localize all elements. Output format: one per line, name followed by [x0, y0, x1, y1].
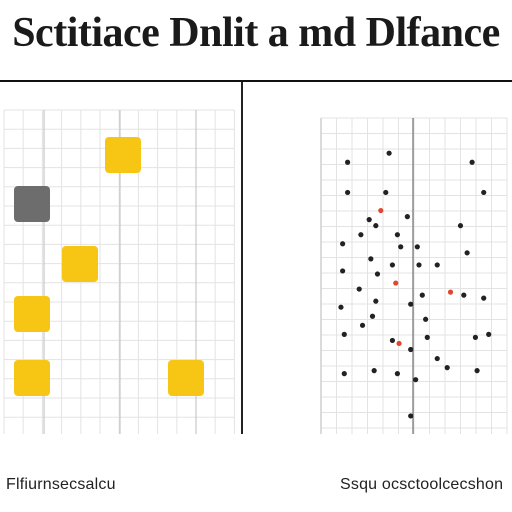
- scatter-point: [434, 355, 440, 362]
- scatter-point: [340, 241, 346, 247]
- scatter-point: [389, 262, 396, 268]
- scatter-point: [338, 304, 344, 310]
- scatter-point: [373, 223, 379, 229]
- highlight-point: [396, 340, 402, 347]
- scatter-point: [358, 232, 364, 238]
- scatter-point: [408, 346, 414, 353]
- scatter-point: [369, 313, 376, 319]
- scatter-point: [345, 189, 351, 196]
- left-caption: Flfiurnsecsalcu: [6, 476, 116, 493]
- scatter-point: [386, 150, 392, 156]
- scatter-point: [419, 292, 425, 298]
- scatter-point: [434, 262, 440, 268]
- yellow-square: [14, 360, 50, 396]
- scatter-point: [359, 322, 366, 328]
- grid-panel: [0, 82, 241, 434]
- scatter-point: [389, 337, 396, 344]
- scatter-point: [374, 271, 381, 277]
- scatter-point: [408, 413, 414, 419]
- gray-square: [14, 186, 50, 222]
- scatter-point: [481, 189, 487, 196]
- panel-divider: [241, 82, 243, 434]
- scatter-point: [398, 244, 404, 250]
- scatter-point: [404, 214, 410, 220]
- scatter-point: [366, 217, 372, 223]
- scatter-point: [481, 295, 487, 301]
- scatter-point: [341, 371, 347, 377]
- scatter-panel-svg: [320, 117, 508, 434]
- scatter-point: [408, 301, 414, 307]
- yellow-square: [105, 137, 141, 173]
- scatter-point: [464, 250, 470, 256]
- scatter-panel: [243, 82, 512, 434]
- right-caption: Ssqu ocsctoolcecshon: [340, 476, 504, 493]
- yellow-square: [62, 246, 98, 282]
- scatter-point: [371, 368, 377, 374]
- highlight-point: [378, 207, 384, 214]
- scatter-point: [394, 232, 400, 238]
- scatter-point: [486, 331, 492, 337]
- scatter-point: [414, 244, 420, 250]
- scatter-point: [383, 189, 389, 196]
- scatter-point: [413, 377, 419, 383]
- grid-panel-svg: [3, 109, 235, 434]
- scatter-point: [424, 334, 430, 340]
- scatter-point: [356, 286, 362, 292]
- header-divider: [0, 80, 512, 82]
- scatter-point: [416, 262, 422, 268]
- scatter-grid: [320, 117, 508, 434]
- scatter-point: [373, 298, 379, 304]
- page-title: Sctitiace Dnlit a md Dlfance: [12, 10, 500, 56]
- scatter-point: [345, 159, 351, 165]
- scatter-point: [472, 334, 479, 340]
- scatter-point: [368, 256, 374, 262]
- scatter-point: [461, 292, 467, 298]
- yellow-square: [14, 296, 50, 332]
- scatter-point: [423, 316, 429, 322]
- highlight-point: [393, 280, 399, 286]
- scatter-point: [340, 268, 346, 274]
- scatter-point: [444, 365, 450, 371]
- scatter-point: [341, 331, 347, 337]
- scatter-point: [394, 371, 400, 377]
- scatter-point: [469, 159, 475, 165]
- highlight-point: [447, 289, 454, 295]
- scatter-point: [474, 368, 480, 374]
- yellow-square: [168, 360, 204, 396]
- scatter-point: [457, 223, 464, 229]
